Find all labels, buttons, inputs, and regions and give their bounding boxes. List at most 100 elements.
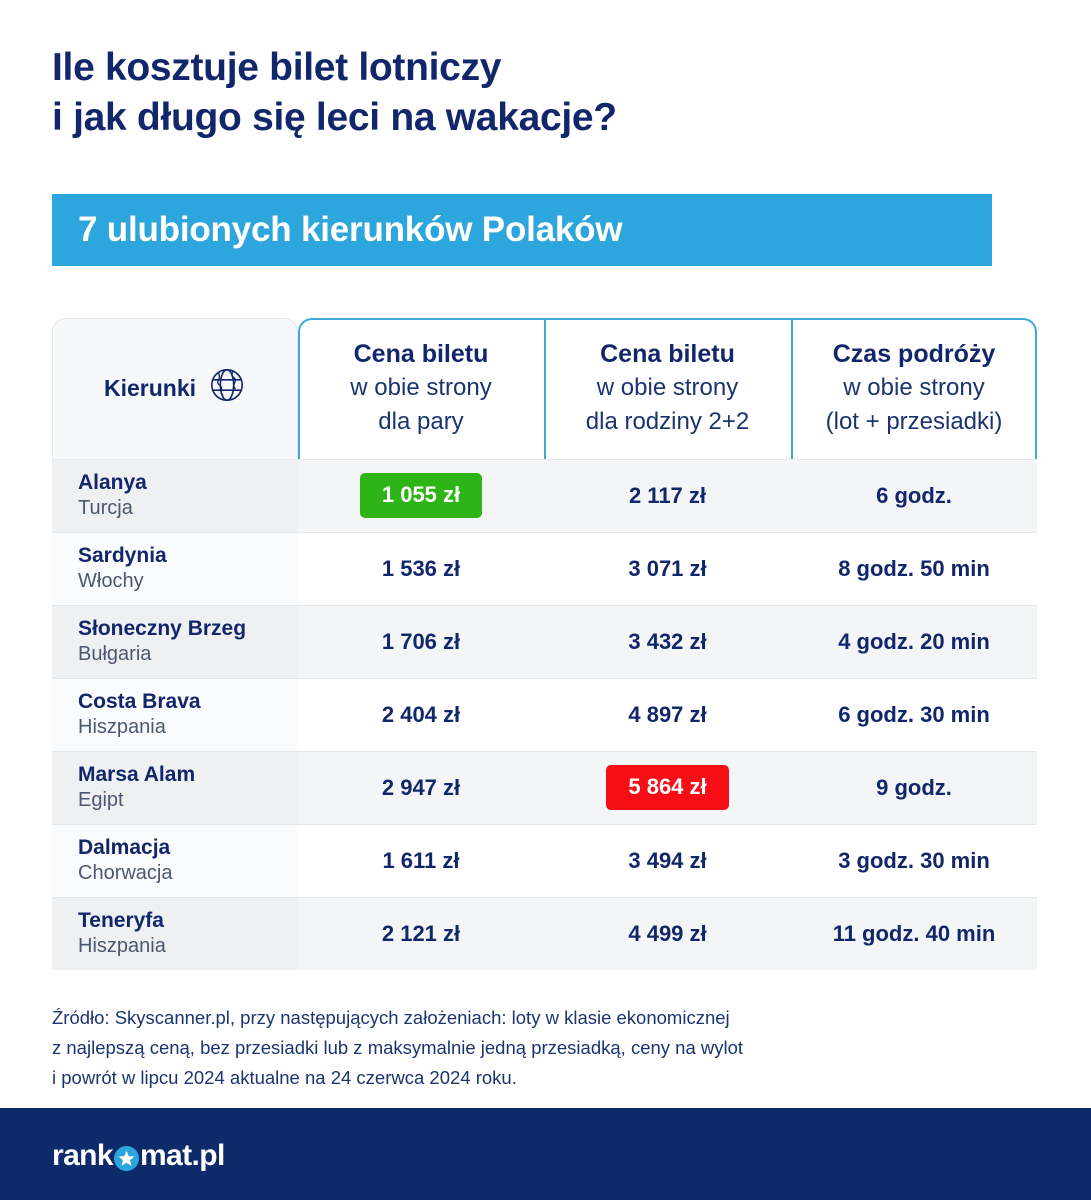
table-row: Costa Brava Hiszpania 2 404 zł 4 897 zł 6 go…: [52, 677, 1037, 751]
travel-time-value: 4 godz. 20 min: [838, 628, 990, 654]
travel-time-cell: 8 godz. 50 min: [791, 531, 1037, 605]
couple-price-cell: 1 706 zł: [298, 604, 544, 678]
logo-star-icon: [113, 1145, 139, 1171]
couple-price-value: 1 536 zł: [381, 555, 461, 581]
destination-country: Hiszpania: [78, 935, 166, 958]
destination-name: Alanya: [78, 471, 147, 494]
destination-cell: Alanya Turcja: [52, 458, 298, 532]
headline-line-2: i jak długo się leci na wakacje?: [52, 96, 617, 139]
family-price-cell: 2 117 zł: [544, 458, 791, 532]
travel-time-value: 9 godz.: [876, 774, 952, 800]
header-couple-price: Cena biletu w obie strony dla pary: [298, 318, 544, 459]
family-price-cell: 4 499 zł: [544, 896, 791, 970]
couple-price-value: 2 121 zł: [381, 920, 461, 946]
footnote-line-1: Źródło: Skyscanner.pl, przy następującyc…: [52, 1007, 730, 1028]
couple-price-cell: 1 611 zł: [298, 823, 544, 897]
destination-name: Teneryfa: [78, 909, 164, 933]
table-row: Sardynia Włochy 1 536 zł 3 071 zł 8 godz. 50…: [52, 531, 1037, 605]
travel-time-value: 11 godz. 40 min: [832, 920, 996, 946]
couple-price-cell: 1 536 zł: [298, 531, 544, 605]
globe-icon: [208, 366, 246, 410]
logo-text-part1: rank: [52, 1139, 114, 1172]
footer-bar: rank mat.pl: [0, 1108, 1091, 1200]
header-family-title: Cena biletu: [600, 340, 735, 369]
travel-time-value: 6 godz.: [876, 482, 952, 508]
destination-cell: Teneryfa Hiszpania: [52, 896, 298, 970]
header-travel-time: Czas podróży w obie strony (lot + przesi…: [791, 318, 1037, 459]
couple-price-cell: 2 947 zł: [298, 750, 544, 824]
table-row: Alanya Turcja 1 055 zł 2 117 zł 6 godz.: [52, 458, 1037, 532]
travel-time-value: 3 godz. 30 min: [838, 847, 990, 873]
destination-name: Dalmacja: [78, 836, 171, 859]
flight-price-table: Kierunki: [52, 318, 1037, 970]
destination-name: Słoneczny Brzeg: [78, 617, 247, 640]
travel-time-value: 8 godz. 50 min: [838, 555, 990, 581]
travel-time-cell: 6 godz.: [791, 458, 1037, 532]
destination-country: Bułgaria: [78, 643, 152, 665]
header-directions-label: Kierunki: [103, 374, 197, 401]
page-title: Ile kosztuje bilet lotniczy i jak długo …: [52, 43, 1012, 143]
headline-line-1: Ile kosztuje bilet lotniczy: [52, 46, 502, 89]
travel-time-cell: 6 godz. 30 min: [791, 677, 1037, 751]
destination-cell: Sardynia Włochy: [52, 531, 298, 605]
rankomat-logo[interactable]: rank mat.pl: [52, 1139, 225, 1173]
source-footnote: Źródło: Skyscanner.pl, przy następującyc…: [52, 1003, 892, 1093]
header-directions: Kierunki: [52, 318, 298, 459]
destination-country: Włochy: [78, 570, 144, 592]
table-header: Kierunki: [52, 318, 1037, 459]
travel-time-cell: 4 godz. 20 min: [791, 604, 1037, 678]
logo-text-part2: mat.pl: [139, 1139, 225, 1172]
destination-cell: Słoneczny Brzeg Bułgaria: [52, 604, 298, 678]
destination-cell: Marsa Alam Egipt: [52, 750, 298, 824]
table-body: Alanya Turcja 1 055 zł 2 117 zł 6 godz. Sardy…: [52, 458, 1037, 970]
couple-price-cell: 1 055 zł: [298, 458, 544, 532]
comparison-table: Kierunki: [52, 318, 1037, 970]
travel-time-cell: 9 godz.: [791, 750, 1037, 824]
family-price-cell: 5 864 zł: [544, 750, 791, 824]
destination-name: Costa Brava: [78, 690, 201, 713]
table-header-row: Kierunki: [52, 318, 1037, 459]
header-family-price: Cena biletu w obie strony dla rodziny 2+…: [544, 318, 791, 459]
header-time-line2: w obie strony: [843, 374, 985, 402]
table-row: Słoneczny Brzeg Bułgaria 1 706 zł 3 432 zł 4…: [52, 604, 1037, 678]
couple-price-value: 1 611 zł: [382, 847, 460, 873]
footnote-line-2: z najlepszą ceną, bez przesiadki lub z m…: [52, 1037, 744, 1058]
destination-country: Egipt: [78, 789, 124, 811]
family-price-cell: 3 071 zł: [544, 531, 791, 605]
header-couple-line3: dla pary: [378, 408, 464, 436]
travel-time-cell: 3 godz. 30 min: [791, 823, 1037, 897]
travel-time-cell: 11 godz. 40 min: [791, 896, 1037, 970]
family-price-value: 4 499 zł: [628, 920, 707, 946]
header-time-title: Czas podróży: [832, 340, 996, 369]
destination-country: Chorwacja: [78, 862, 173, 884]
table-row: Teneryfa Hiszpania 2 121 zł 4 499 zł 11 godz…: [52, 896, 1037, 970]
travel-time-value: 6 godz. 30 min: [838, 701, 990, 727]
couple-price-cell: 2 404 zł: [298, 677, 544, 751]
footnote-line-3: i powrót w lipcu 2024 aktualne na 24 cze…: [52, 1067, 517, 1088]
destination-cell: Costa Brava Hiszpania: [52, 677, 298, 751]
family-price-value: 3 494 zł: [628, 847, 707, 873]
subtitle-banner: 7 ulubionych kierunków Polaków: [52, 194, 992, 266]
table-row: Dalmacja Chorwacja 1 611 zł 3 494 zł 3 godz.…: [52, 823, 1037, 897]
family-price-cell: 3 432 zł: [544, 604, 791, 678]
header-time-line3: (lot + przesiadki): [825, 408, 1003, 436]
header-couple-line2: w obie strony: [350, 374, 492, 402]
family-price-cell: 3 494 zł: [544, 823, 791, 897]
table-row: Marsa Alam Egipt 2 947 zł 5 864 zł 9 godz.: [52, 750, 1037, 824]
header-family-line2: w obie strony: [596, 374, 739, 402]
family-price-badge: 5 864 zł: [606, 765, 729, 810]
destination-cell: Dalmacja Chorwacja: [52, 823, 298, 897]
family-price-value: 3 071 zł: [628, 555, 707, 581]
header-couple-title: Cena biletu: [353, 340, 489, 369]
destination-name: Marsa Alam: [78, 763, 196, 786]
couple-price-cell: 2 121 zł: [298, 896, 544, 970]
couple-price-value: 2 947 zł: [381, 774, 461, 800]
family-price-cell: 4 897 zł: [544, 677, 791, 751]
destination-country: Hiszpania: [78, 716, 166, 738]
couple-price-badge: 1 055 zł: [359, 473, 483, 518]
banner-label: 7 ulubionych kierunków Polaków: [78, 210, 623, 249]
destination-name: Sardynia: [78, 544, 167, 567]
header-family-line3: dla rodziny 2+2: [585, 408, 750, 436]
couple-price-value: 1 706 zł: [381, 628, 461, 654]
family-price-value: 4 897 zł: [628, 701, 707, 727]
